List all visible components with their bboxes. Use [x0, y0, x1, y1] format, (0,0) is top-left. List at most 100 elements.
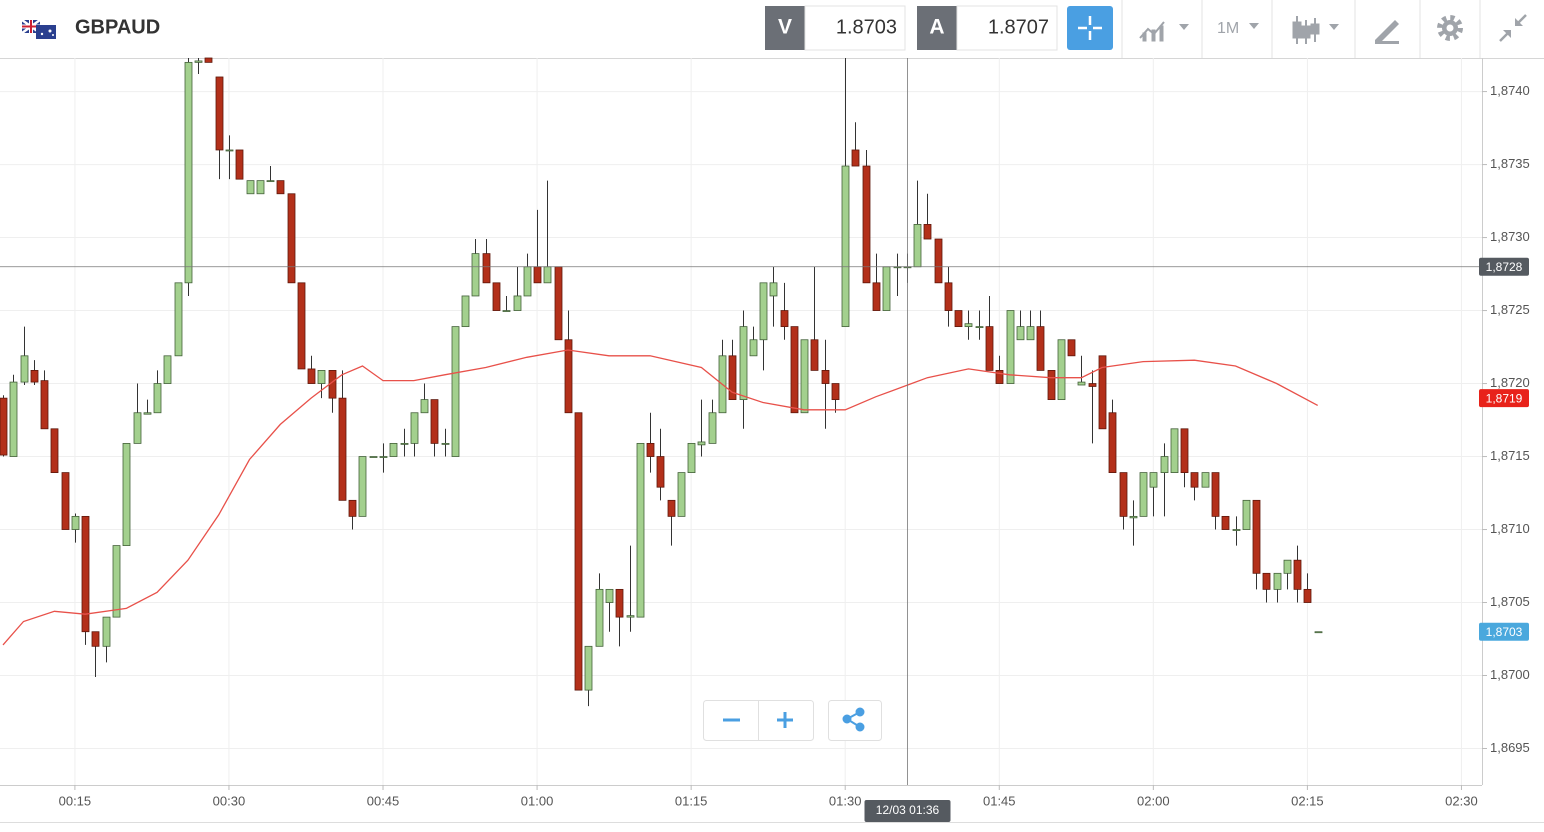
- candle-body: [749, 339, 758, 357]
- y-tick-label: 1,8735: [1490, 156, 1530, 171]
- candle-body: [646, 442, 655, 457]
- candle-body: [194, 60, 203, 63]
- time-badge: [864, 800, 951, 822]
- candle-body: [1293, 559, 1302, 590]
- candle-body: [543, 266, 552, 284]
- candle-body: [975, 326, 984, 329]
- candle-body: [1006, 310, 1015, 384]
- candle-body: [769, 282, 778, 297]
- candle-body: [1067, 339, 1076, 357]
- candle-body: [923, 224, 932, 240]
- candle-body: [1160, 456, 1169, 473]
- ask-box: [956, 5, 1058, 51]
- candle-body: [225, 149, 234, 152]
- candle-body: [348, 499, 357, 517]
- y-tick-label: 1,8710: [1490, 521, 1530, 536]
- candle-body: [174, 282, 183, 357]
- candle-body: [338, 397, 347, 501]
- y-tick-label: 1,8725: [1490, 302, 1530, 317]
- candle-body: [728, 355, 737, 401]
- candle-body: [143, 412, 152, 415]
- candle-body: [451, 326, 460, 457]
- bid-label: V: [778, 16, 792, 39]
- draw-button[interactable]: [1375, 20, 1399, 44]
- crosshair-button[interactable]: [1067, 6, 1113, 50]
- candle-body: [985, 326, 994, 371]
- candle-body: [790, 326, 799, 414]
- candle-body: [759, 282, 768, 341]
- candle-body: [482, 253, 491, 284]
- y-tick-label: 1,8715: [1490, 448, 1530, 463]
- candle-body: [677, 472, 686, 517]
- timeframe-caret: [1249, 23, 1259, 29]
- candle-body: [882, 266, 891, 311]
- candle-body: [533, 266, 542, 284]
- collapse-button[interactable]: [1499, 14, 1527, 42]
- candle-body: [1180, 428, 1189, 473]
- candle-body: [667, 499, 676, 517]
- bid-button[interactable]: [765, 6, 805, 50]
- candle-body: [1047, 370, 1056, 401]
- candle-body: [954, 310, 963, 328]
- candle-body: [420, 399, 429, 414]
- y-tick-label: 1,8720: [1490, 375, 1530, 390]
- y-tick-label: 1,8700: [1490, 667, 1530, 682]
- candle-body: [204, 57, 213, 63]
- candle-body: [297, 282, 306, 370]
- chart-type-button[interactable]: [1139, 21, 1189, 42]
- zoom-in-button[interactable]: [759, 701, 813, 740]
- candle-body: [872, 282, 881, 311]
- candle-body: [369, 456, 378, 458]
- candle-body: [1314, 631, 1323, 634]
- candle-style-button[interactable]: [1292, 16, 1339, 44]
- candle-body: [461, 295, 470, 328]
- candle-body: [687, 442, 696, 473]
- candle-body: [389, 442, 398, 457]
- candle-body: [862, 165, 871, 284]
- price-badge-label: 1,8728: [1486, 260, 1523, 274]
- price-badge: [1479, 622, 1529, 641]
- candle-body: [574, 412, 583, 691]
- candle-body: [400, 442, 409, 445]
- timeframe[interactable]: 1M: [1217, 20, 1239, 37]
- candle-body: [1252, 499, 1261, 574]
- candle-body: [810, 339, 819, 371]
- ask-price: 1.8707: [988, 16, 1049, 38]
- candle-body: [30, 370, 39, 383]
- candle-body: [1036, 326, 1045, 371]
- candle-body: [379, 456, 388, 458]
- candle-body: [800, 339, 809, 414]
- x-tick-label: 02:30: [1445, 793, 1478, 808]
- candle-body: [441, 442, 450, 445]
- price-badge: [1479, 389, 1529, 408]
- candle-body: [739, 326, 748, 401]
- candle-body: [1016, 326, 1025, 341]
- candle-body: [215, 76, 224, 151]
- candle-body: [266, 180, 275, 183]
- candle-body: [626, 615, 635, 618]
- flag: [21, 18, 56, 39]
- candle-body: [1139, 472, 1148, 517]
- candle-body: [246, 180, 255, 195]
- candle-body: [430, 399, 439, 444]
- candle-body: [61, 472, 70, 530]
- candle-body: [1190, 472, 1199, 488]
- bid-box: [804, 5, 906, 51]
- candle-body: [1129, 515, 1138, 519]
- settings-button[interactable]: [1437, 15, 1463, 41]
- candle-body: [1232, 529, 1241, 531]
- candle-body: [1119, 472, 1128, 517]
- ask-button[interactable]: [917, 6, 957, 50]
- share-button[interactable]: [842, 707, 865, 732]
- candle-body: [1211, 472, 1220, 517]
- candle-body: [276, 180, 285, 195]
- candle-body: [851, 149, 860, 167]
- candle-body: [595, 588, 604, 647]
- x-tick-label: 00:30: [213, 793, 246, 808]
- candle-body: [1273, 572, 1282, 590]
- candle-body: [50, 428, 59, 473]
- zoom-out-button[interactable]: [704, 701, 758, 740]
- candle-body: [502, 310, 511, 312]
